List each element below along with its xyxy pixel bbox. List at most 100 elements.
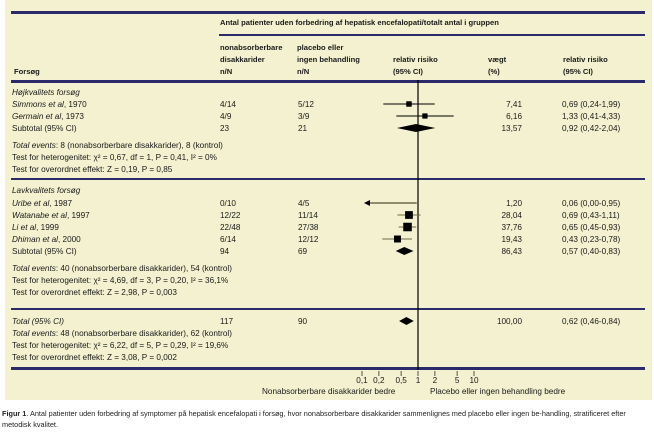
- axis-tick-label: 1: [415, 376, 421, 385]
- axis-right-label: Placebo eller ingen behandling bedre: [430, 387, 566, 396]
- ctrl-value: 4/5: [298, 199, 310, 208]
- rr-text: 0,69 (0,24-1,99): [562, 100, 621, 109]
- rr-text: 0,43 (0,23-0,78): [562, 235, 621, 244]
- study-year: , 1997: [66, 211, 90, 220]
- rr-text: 0,57 (0,40-0,83): [562, 247, 621, 256]
- treat-value: 6/14: [220, 235, 236, 244]
- overall-effect-low: Test for overordnet effekt: Z = 2,98, P …: [12, 288, 177, 297]
- axis-left-label: Nonabsorberbare disakkarider bedre: [262, 387, 396, 396]
- rr-text: 0,69 (0,43-1,11): [562, 211, 620, 220]
- study-name: Simmons et al: [12, 100, 64, 109]
- treat-value: 12/22: [220, 211, 241, 220]
- group-title-low: Lavkvalitets forsøg: [12, 186, 81, 195]
- weight-value: 13,57: [501, 124, 523, 133]
- ctrl-value: 27/38: [298, 223, 319, 232]
- overall-effect-all: Test for overordnet effekt: Z = 3,08, P …: [12, 353, 177, 362]
- events-label: Total events: [12, 329, 56, 338]
- col-rrtext-header-1: relativ risiko: [563, 55, 608, 64]
- col-ctrl-header-2: ingen behandling: [297, 55, 360, 64]
- ctrl-value: 69: [298, 247, 308, 256]
- weight-value: 6,16: [506, 112, 522, 121]
- axis-tick-label: 2: [432, 376, 438, 385]
- ctrl-value: 11/14: [298, 211, 318, 220]
- col-rrtext-header-2: (95% CI): [563, 67, 593, 76]
- study-marker: [422, 113, 428, 119]
- treat-value: 4/14: [220, 100, 236, 109]
- events-text: : 40 (nonabsorberbare disakkarider), 54 …: [55, 264, 232, 273]
- total-events-high: Total events: 8 (nonabsorberbare disakka…: [12, 141, 223, 151]
- study-name: Uribe et al: [12, 199, 50, 208]
- group-title: Antal patienter uden forbedring af hepat…: [220, 18, 499, 27]
- study-year: , 1999: [36, 223, 59, 232]
- treat-value: 117: [220, 317, 234, 326]
- subtotal-diamond: [396, 124, 436, 132]
- col-ctrl-header-1: placebo eller: [297, 43, 344, 52]
- ctrl-value: 12/12: [298, 235, 319, 244]
- rr-text: 0,06 (0,00-0,95): [562, 199, 621, 208]
- axis-tick-label: 0,5: [395, 376, 407, 385]
- study-name: Li et al: [12, 223, 37, 232]
- study-name: Germain et al: [12, 112, 62, 121]
- weight-value: 7,41: [506, 100, 522, 109]
- weight-value: 19,43: [501, 235, 523, 244]
- axis-tick-label: 0,2: [373, 376, 385, 385]
- weight-value: 100,00: [496, 317, 522, 326]
- study-year: , 1973: [61, 112, 84, 121]
- col-treat-header-3: n/N: [220, 67, 233, 76]
- study-marker: [403, 222, 412, 232]
- study-year: , 1987: [49, 199, 73, 208]
- col-rr-header-1: relativ risiko: [393, 55, 438, 64]
- study-marker: [406, 101, 412, 107]
- study-name: Watanabe et al: [12, 211, 67, 220]
- treat-value: 23: [220, 124, 230, 133]
- treat-value: 4/9: [220, 112, 232, 121]
- axis-tick-label: 0,1: [356, 376, 368, 385]
- total-label: Total (95% CI): [12, 317, 65, 326]
- subtotal-diamond: [395, 247, 414, 255]
- ctrl-value: 21: [298, 124, 308, 133]
- header-bottom-rule: [11, 80, 645, 83]
- ci-arrow: [364, 200, 370, 206]
- col-weight-header-1: vægt: [488, 55, 507, 64]
- caption-text: . Antal patienter uden forbedring af sym…: [2, 409, 626, 429]
- col-rr-header-2: (95% CI): [393, 67, 423, 76]
- rr-text: 0,65 (0,45-0,93): [562, 223, 621, 232]
- group-title-high: Højkvalitets forsøg: [12, 88, 80, 97]
- weight-value: 37,76: [501, 223, 523, 232]
- subtotal-label: Subtotal (95% CI): [12, 247, 77, 256]
- col-treat-header-1: nonabsorberbare: [220, 43, 283, 52]
- events-text: : 8 (nonabsorberbare disakkarider), 8 (k…: [55, 141, 223, 150]
- study-marker: [393, 235, 401, 243]
- caption-label: Figur 1: [2, 409, 27, 418]
- total-events-low: Total events: 40 (nonabsorberbare disakk…: [12, 264, 232, 274]
- events-text: : 48 (nonabsorberbare disakkarider), 62 …: [55, 329, 232, 338]
- treat-value: 0/10: [220, 199, 236, 208]
- events-label: Total events: [12, 141, 56, 150]
- study-year: , 1970: [63, 100, 87, 109]
- col-study-header: Forsøg: [14, 67, 40, 76]
- total-diamond: [399, 317, 414, 325]
- overall-effect-high: Test for overordnet effekt: Z = 0,19, P …: [12, 165, 173, 174]
- axis-tick-label: 5: [454, 376, 460, 385]
- rr-text: 0,62 (0,46-0,84): [562, 317, 621, 326]
- bottom-rule: [11, 367, 645, 370]
- section-rule-2: [11, 308, 645, 310]
- study-year: , 2000: [57, 235, 81, 244]
- events-label: Total events: [12, 264, 56, 273]
- section-rule-1: [11, 178, 645, 180]
- study-marker: [405, 211, 413, 219]
- weight-value: 28,04: [501, 211, 523, 220]
- ctrl-value: 5/12: [298, 100, 314, 109]
- col-weight-header-2: (%): [488, 67, 500, 76]
- heterogeneity-all: Test for heterogenitet: χ² = 6,22, df = …: [12, 341, 229, 350]
- top-rule-full: [11, 11, 645, 14]
- axis-tick-label: 10: [469, 376, 479, 385]
- weight-value: 86,43: [501, 247, 523, 256]
- ctrl-value: 3/9: [298, 112, 310, 121]
- rr-text: 1,33 (0,41-4,33): [562, 112, 621, 121]
- study-name: Dhiman et al: [12, 235, 58, 244]
- heterogeneity-high: Test for heterogenitet: χ² = 0,67, df = …: [12, 153, 217, 162]
- total-events-all: Total events: 48 (nonabsorberbare disakk…: [12, 329, 232, 339]
- ctrl-value: 90: [298, 317, 308, 326]
